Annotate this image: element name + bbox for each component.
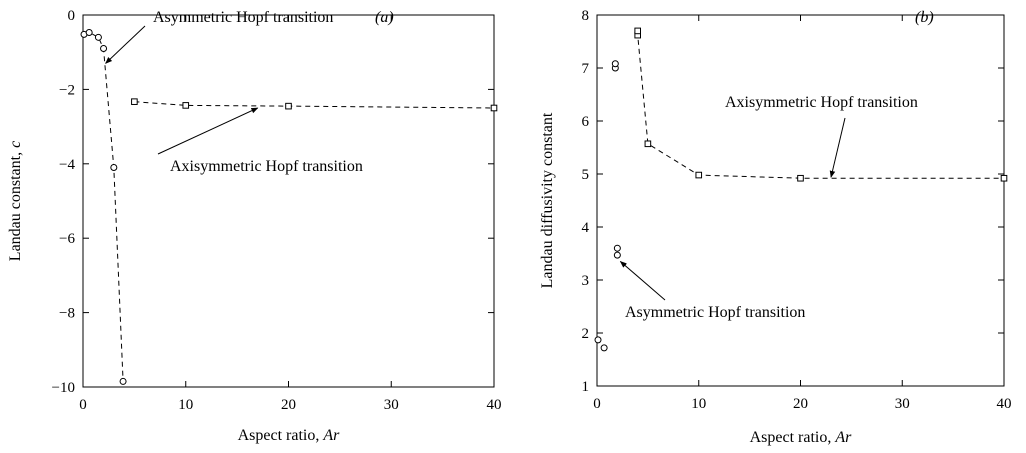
data-point-square bbox=[634, 27, 642, 35]
x-tick-label: 0 bbox=[593, 396, 601, 412]
x-axis-title-text: Aspect ratio, bbox=[238, 427, 324, 444]
panel-label: (b) bbox=[915, 9, 934, 26]
annotation-arrow bbox=[619, 260, 666, 301]
x-tick-label: 10 bbox=[178, 397, 193, 413]
x-tick-label: 20 bbox=[281, 397, 296, 413]
y-tick-label: 2 bbox=[582, 326, 590, 342]
y-tick-label: −8 bbox=[59, 306, 75, 322]
data-point-square bbox=[182, 102, 190, 109]
data-point-square bbox=[285, 102, 292, 110]
data-point-square bbox=[644, 140, 652, 148]
data-point-square bbox=[797, 174, 804, 182]
annotation-label: Asymmetric Hopf transition bbox=[625, 304, 805, 321]
y-tick-label: 3 bbox=[582, 273, 590, 289]
x-axis-title-var: Ar bbox=[834, 429, 852, 446]
x-axis-title: Aspect ratio, Ar bbox=[238, 427, 341, 444]
y-tick-label: 8 bbox=[582, 8, 590, 24]
series-line-1 bbox=[83, 31, 124, 382]
data-point-circle bbox=[100, 44, 108, 52]
annotation-label: Axisymmetric Hopf transition bbox=[170, 158, 363, 175]
y-tick-label: 6 bbox=[582, 114, 590, 130]
data-point-square bbox=[131, 98, 138, 105]
data-point-circle bbox=[613, 251, 621, 259]
data-point-circle bbox=[110, 164, 118, 172]
y-tick-label: 0 bbox=[68, 8, 76, 24]
x-axis-title: Aspect ratio, Ar bbox=[750, 429, 853, 446]
y-tick-label: −10 bbox=[52, 380, 75, 396]
data-point-circle bbox=[600, 344, 608, 352]
annotation-label: Axisymmetric Hopf transition bbox=[725, 94, 918, 111]
annotation-arrow bbox=[105, 25, 146, 64]
x-axis-title-var: Ar bbox=[322, 427, 340, 444]
x-tick-label: 30 bbox=[895, 396, 910, 412]
y-tick-label: 7 bbox=[582, 61, 590, 77]
x-tick-label: 30 bbox=[384, 397, 399, 413]
data-point-square bbox=[1000, 174, 1008, 182]
x-axis-title-text: Aspect ratio, bbox=[750, 429, 836, 446]
x-tick-label: 10 bbox=[691, 396, 706, 412]
annotation-arrow bbox=[829, 117, 846, 178]
data-point-circle bbox=[613, 244, 621, 252]
data-point-circle bbox=[594, 336, 602, 344]
panel-label: (a) bbox=[375, 9, 394, 26]
data-point-circle bbox=[119, 377, 127, 385]
y-axis-title-text: Landau constant, bbox=[7, 148, 24, 261]
y-axis-title-text: Landau diffusivity constant bbox=[539, 112, 556, 288]
plot-frame bbox=[596, 14, 1005, 387]
data-point-square bbox=[695, 171, 703, 179]
y-axis-title: Landau diffusivity constant bbox=[539, 112, 556, 288]
series-line-2 bbox=[134, 101, 495, 109]
data-point-circle bbox=[611, 60, 619, 68]
data-point-circle bbox=[94, 33, 102, 41]
y-tick-label: 4 bbox=[582, 220, 590, 236]
y-tick-label: 5 bbox=[582, 167, 590, 183]
x-tick-label: 0 bbox=[79, 397, 87, 413]
y-tick-label: −4 bbox=[59, 157, 75, 173]
annotation-arrow bbox=[157, 107, 259, 155]
chart-panel-a: 0 10 20 30 40 −10 −8 −6 −4 −2 0 Aspect ratio, Ar Lan… bbox=[7, 8, 502, 444]
y-tick-label: −2 bbox=[59, 82, 75, 98]
data-point-square bbox=[490, 104, 498, 112]
x-tick-label: 40 bbox=[487, 397, 502, 413]
y-tick-label: −6 bbox=[59, 231, 75, 247]
y-tick-label: 1 bbox=[582, 379, 590, 395]
y-axis-title-var: c bbox=[7, 141, 24, 148]
x-tick-label: 20 bbox=[793, 396, 808, 412]
plot-frame bbox=[82, 14, 495, 388]
data-point-circle bbox=[85, 28, 93, 36]
x-tick-label: 40 bbox=[997, 396, 1012, 412]
y-axis-title: Landau constant, c bbox=[7, 141, 24, 261]
annotation-label: Asymmetric Hopf transition bbox=[153, 9, 333, 26]
chart-panel-b: 0 10 20 30 40 1 2 3 4 5 6 7 8 Aspect ratio, Ar Landau … bbox=[539, 8, 1012, 446]
